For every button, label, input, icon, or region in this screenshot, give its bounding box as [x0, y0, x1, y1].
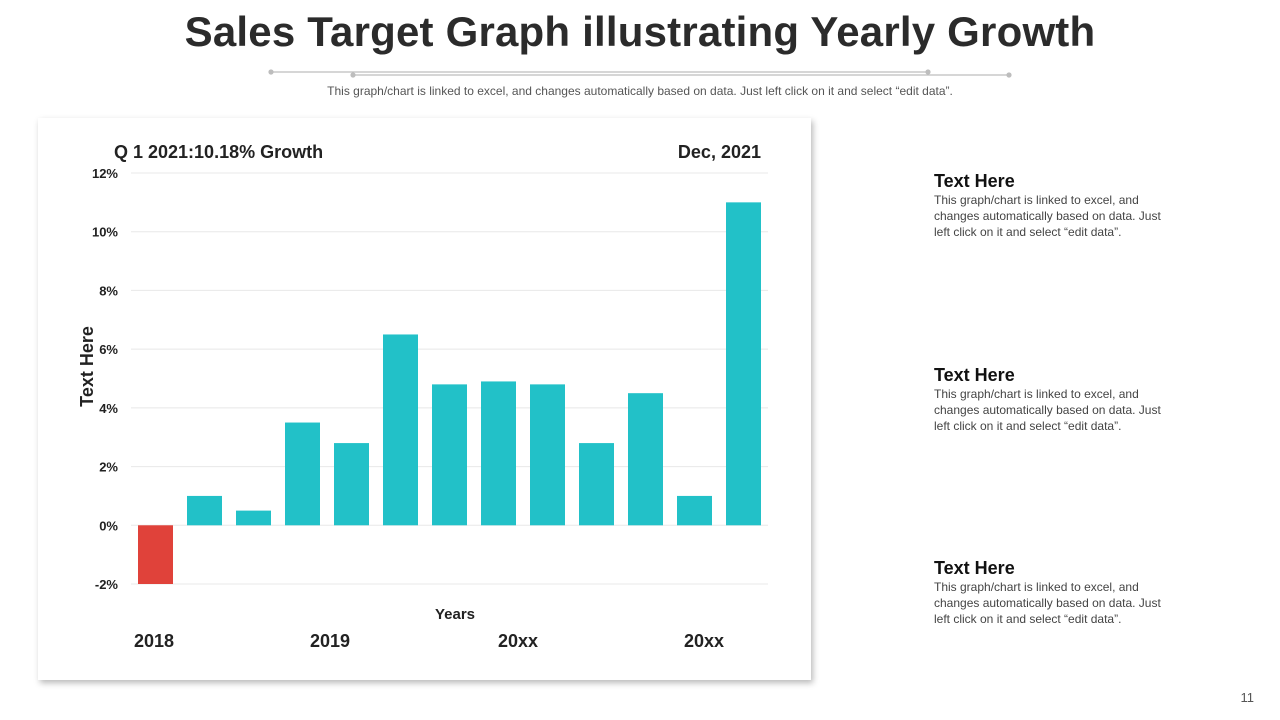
- year-label: 20xx: [684, 631, 724, 651]
- side-block-text: This graph/chart is linked to excel, and…: [934, 193, 1161, 239]
- bar: [530, 384, 565, 526]
- y-tick-label: 4%: [99, 401, 118, 416]
- y-axis-title: Text Here: [77, 326, 97, 407]
- year-label: 20xx: [498, 631, 538, 651]
- side-text-block-1: Text Here This graph/chart is linked to …: [934, 170, 1194, 240]
- bar: [579, 443, 614, 526]
- side-block-text: This graph/chart is linked to excel, and…: [934, 580, 1161, 626]
- bar: [383, 334, 418, 526]
- side-block-title: Text Here: [934, 171, 1015, 191]
- chart-card: -2% 0% 2% 4% 6% 8% 10% 12% Text Here Years 2018 201…: [38, 118, 811, 680]
- bar: [628, 393, 663, 526]
- bar: [334, 443, 369, 526]
- x-axis-title: Years: [435, 606, 475, 623]
- y-tick-label: 2%: [99, 460, 118, 475]
- year-label: 2019: [310, 631, 350, 651]
- side-block-title: Text Here: [934, 558, 1015, 578]
- bar: [726, 202, 761, 526]
- side-block-title: Text Here: [934, 365, 1015, 385]
- bar: [285, 422, 320, 526]
- bar-chart: -2% 0% 2% 4% 6% 8% 10% 12% Text Here Years 2018 201…: [77, 166, 768, 651]
- side-text-block-3: Text Here This graph/chart is linked to …: [934, 557, 1194, 627]
- bar: [236, 510, 271, 526]
- chart-header-date: Dec, 2021: [677, 142, 761, 162]
- bar: [677, 495, 712, 526]
- side-block-text: This graph/chart is linked to excel, and…: [934, 387, 1161, 433]
- slide-title: Sales Target Graph illustrating Yearly G…: [184, 8, 1096, 55]
- y-tick-label: 10%: [92, 225, 118, 240]
- chart-header-growth: Q 1 2021:10.18% Growth: [114, 142, 324, 162]
- y-tick-label: 8%: [99, 283, 118, 298]
- slide-subtitle: This graph/chart is linked to excel, and…: [327, 84, 953, 98]
- year-label: 2018: [134, 631, 174, 651]
- side-text-block-2: Text Here This graph/chart is linked to …: [934, 364, 1194, 434]
- y-tick-label: -2%: [95, 577, 119, 592]
- page-number: 11: [1240, 690, 1255, 705]
- bar: [138, 525, 173, 584]
- y-tick-label: 0%: [99, 518, 118, 533]
- y-tick-label: 6%: [99, 342, 118, 357]
- bar: [481, 381, 516, 526]
- bar: [432, 384, 467, 526]
- bar: [187, 495, 222, 526]
- y-tick-label: 12%: [92, 166, 118, 181]
